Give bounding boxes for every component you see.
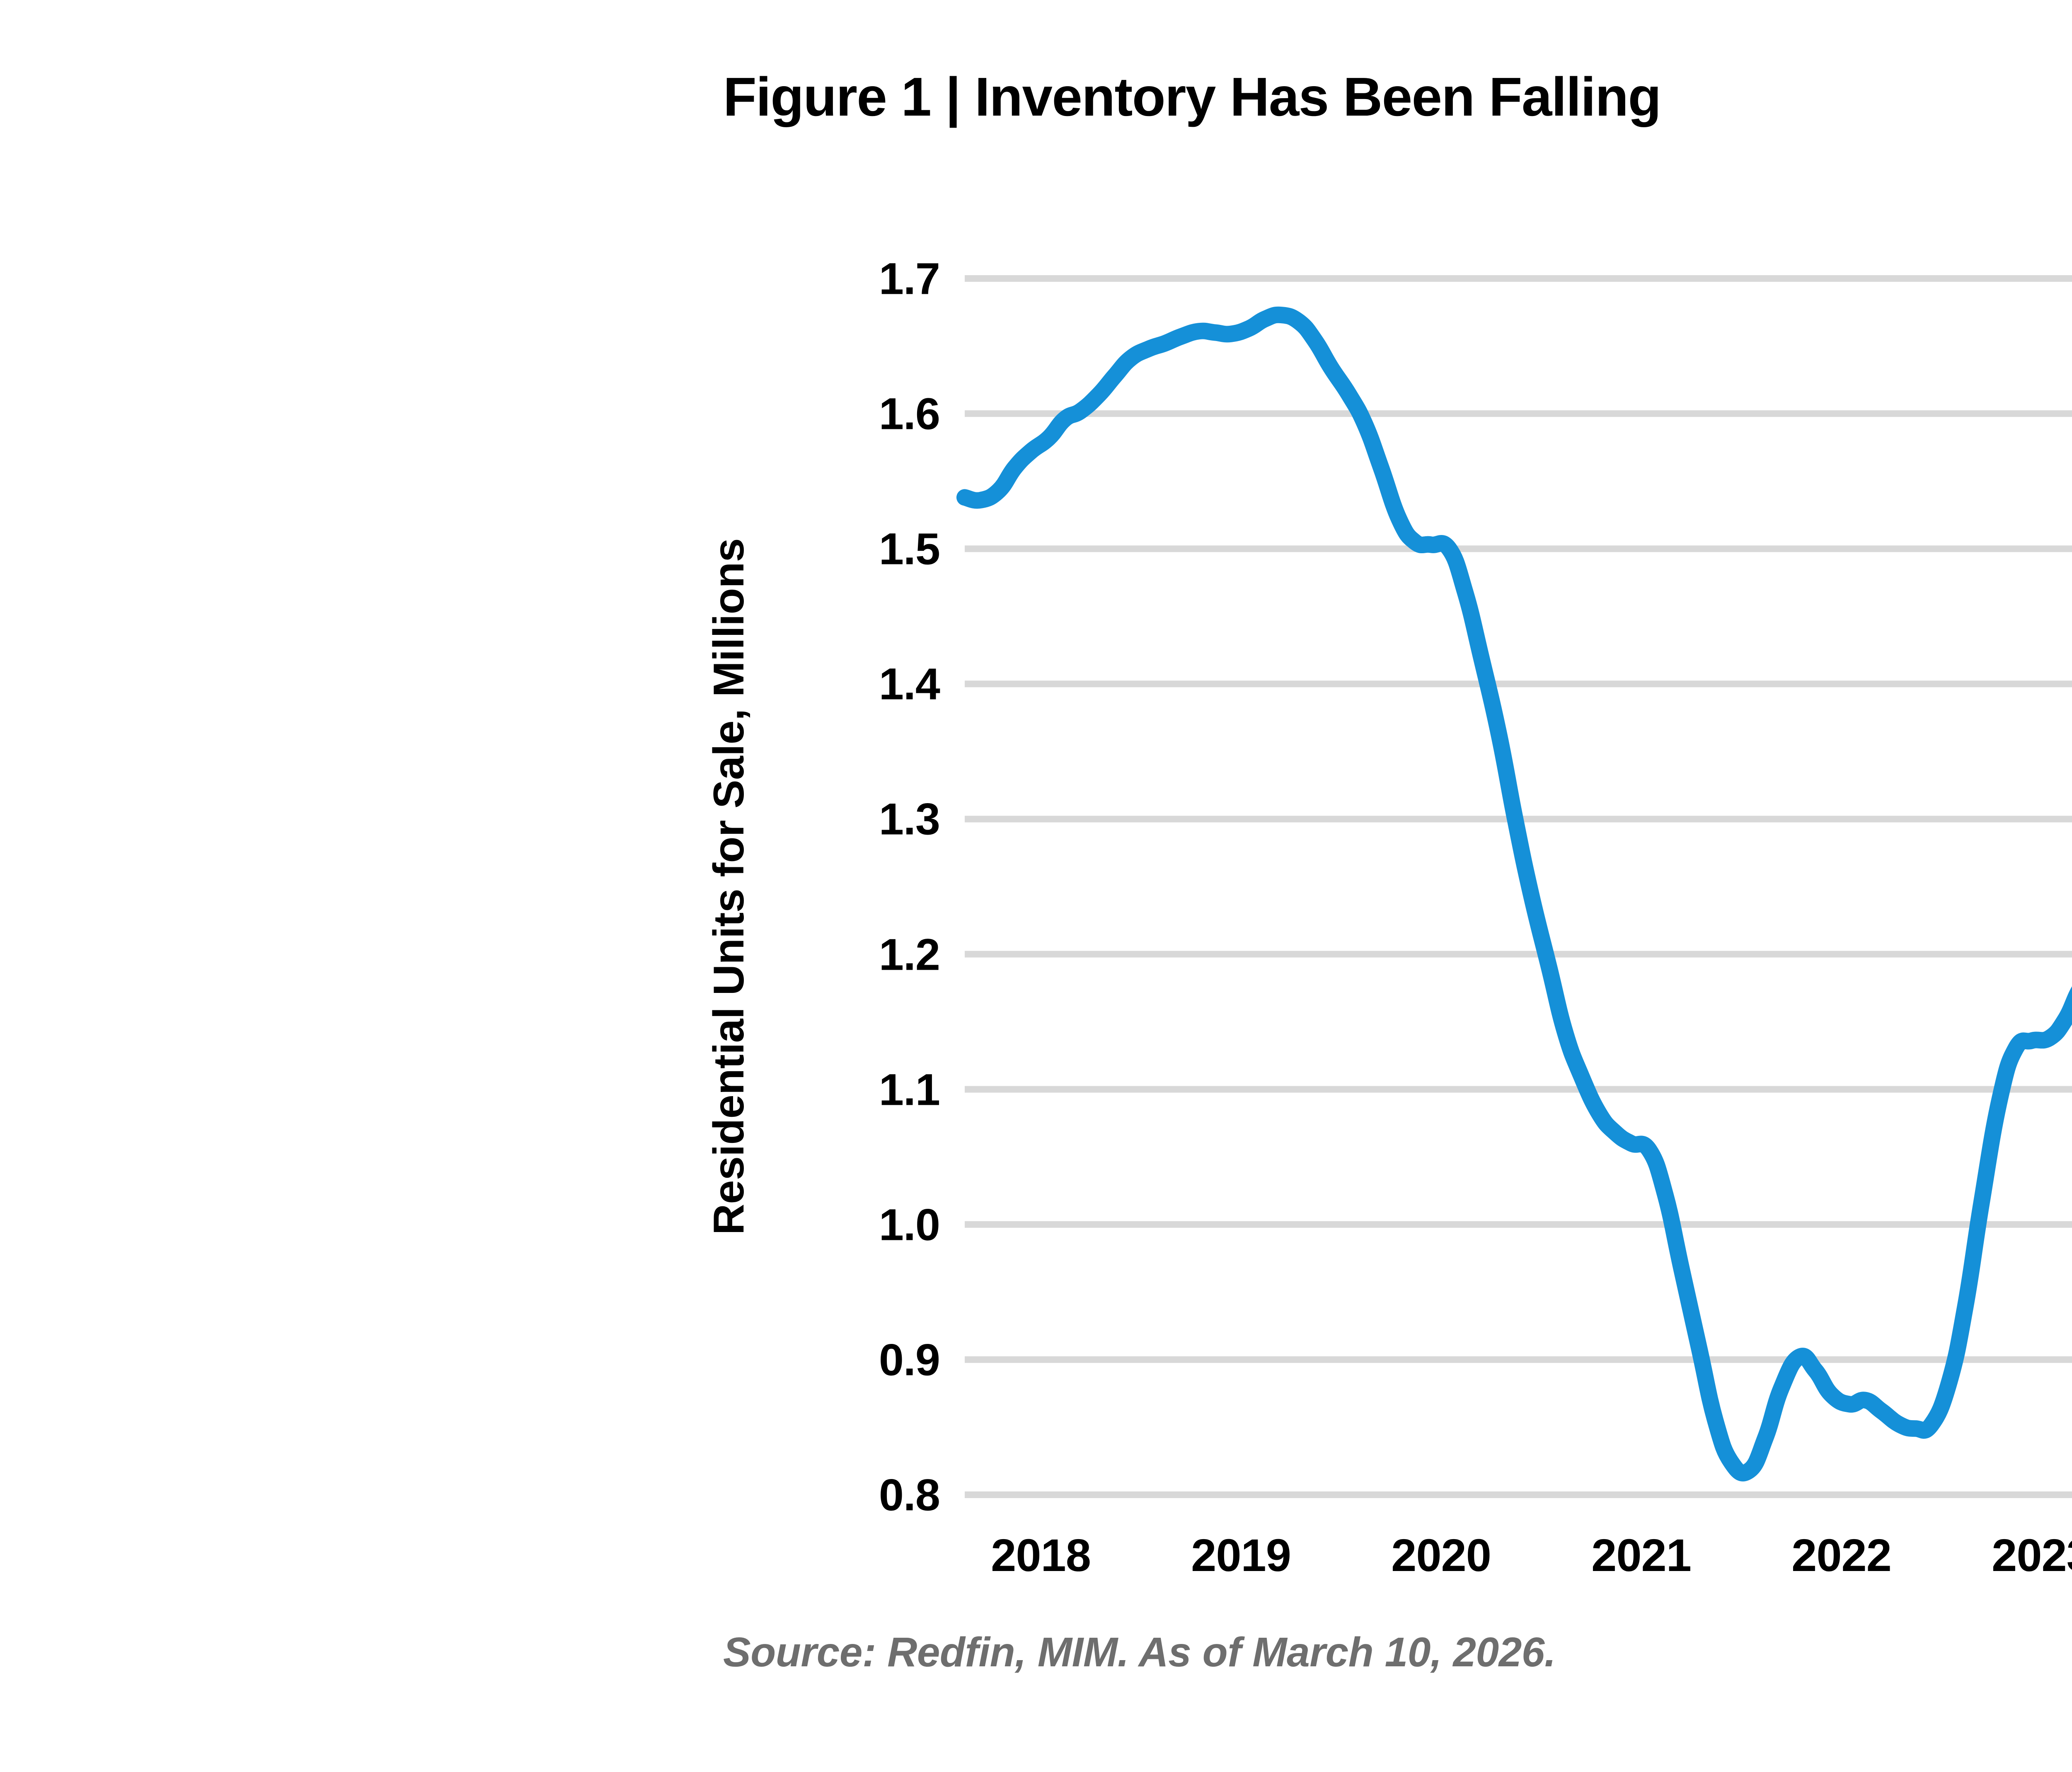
x-axis-tick-label: 2020 [1391, 1530, 1491, 1581]
x-axis-tick-label: 2018 [991, 1530, 1091, 1581]
y-axis-tick-label: 1.0 [879, 1199, 940, 1250]
x-axis-tick-label: 2022 [1791, 1530, 1892, 1581]
x-axis-tick-label: 2021 [1591, 1530, 1692, 1581]
y-axis-tick-label: 0.8 [879, 1469, 940, 1520]
data-line [956, 306, 2072, 1482]
plot-area [956, 275, 2072, 1498]
x-axis-tick-label: 2023 [1992, 1530, 2072, 1581]
chart-svg [956, 275, 2072, 1498]
y-axis-tick-label: 0.9 [879, 1334, 940, 1385]
gridlines [965, 275, 2072, 1498]
y-axis-title: Residential Units for Sale, Millions [705, 538, 753, 1235]
y-axis-tick-label: 1.5 [879, 523, 940, 574]
y-axis-tick-label: 1.7 [879, 253, 940, 304]
y-axis-tick-label: 1.4 [879, 658, 940, 709]
x-axis-tick-label: 2019 [1191, 1530, 1291, 1581]
source-note: Source: Redfin, MIM. As of March 10, 202… [723, 1629, 1556, 1675]
y-axis-tick-label: 1.1 [879, 1064, 940, 1115]
figure-title: Figure 1 | Inventory Has Been Falling [723, 66, 1661, 127]
data-line-group [956, 306, 2072, 1482]
y-axis-tick-label: 1.3 [879, 794, 940, 844]
y-axis-tick-label: 1.2 [879, 929, 940, 980]
y-axis-tick-label: 1.6 [879, 388, 940, 439]
